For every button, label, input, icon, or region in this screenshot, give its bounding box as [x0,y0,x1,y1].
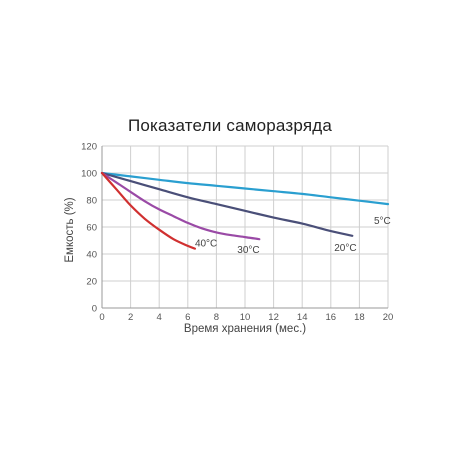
y-tick-label: 80 [86,196,97,207]
tick-labels: 0 2 4 6 8 10 12 14 16 18 20 0 20 40 60 80 100 120 [81,142,393,324]
x-tick-label: 0 [99,312,104,323]
series-line-20C [100,171,354,237]
x-tick-label: 20 [383,312,394,323]
series-label-30C: 30°C [237,245,259,256]
x-tick-label: 4 [157,312,162,323]
series-lines [100,171,390,250]
y-tick-label: 40 [86,250,97,261]
y-tick-label: 120 [81,142,97,153]
y-tick-label: 60 [86,223,97,234]
y-tick-label: 20 [86,277,97,288]
series-label-20C: 20°C [334,243,356,254]
series-label-5C: 5°C [374,216,391,227]
series-line-40C [100,171,196,250]
grid [101,145,389,309]
y-tick-label: 100 [81,169,97,180]
x-tick-label: 18 [354,312,365,323]
x-tick-label: 8 [214,312,219,323]
x-tick-label: 16 [326,312,337,323]
x-tick-label: 10 [240,312,251,323]
series-labels: 5°C 20°C 30°C 40°C [195,216,391,256]
y-axis-label: Емкость (%) [64,197,76,262]
chart-title: Показатели саморазряда [127,116,333,135]
y-tick-label: 0 [92,304,97,315]
x-tick-label: 12 [268,312,279,323]
x-tick-label: 14 [297,312,308,323]
series-line-30C [100,171,261,241]
x-tick-label: 6 [185,312,190,323]
x-axis-label: Время хранения (мес.) [184,323,306,335]
x-tick-label: 2 [128,312,133,323]
series-label-40C: 40°C [195,239,217,250]
series-line-5C [100,171,390,206]
